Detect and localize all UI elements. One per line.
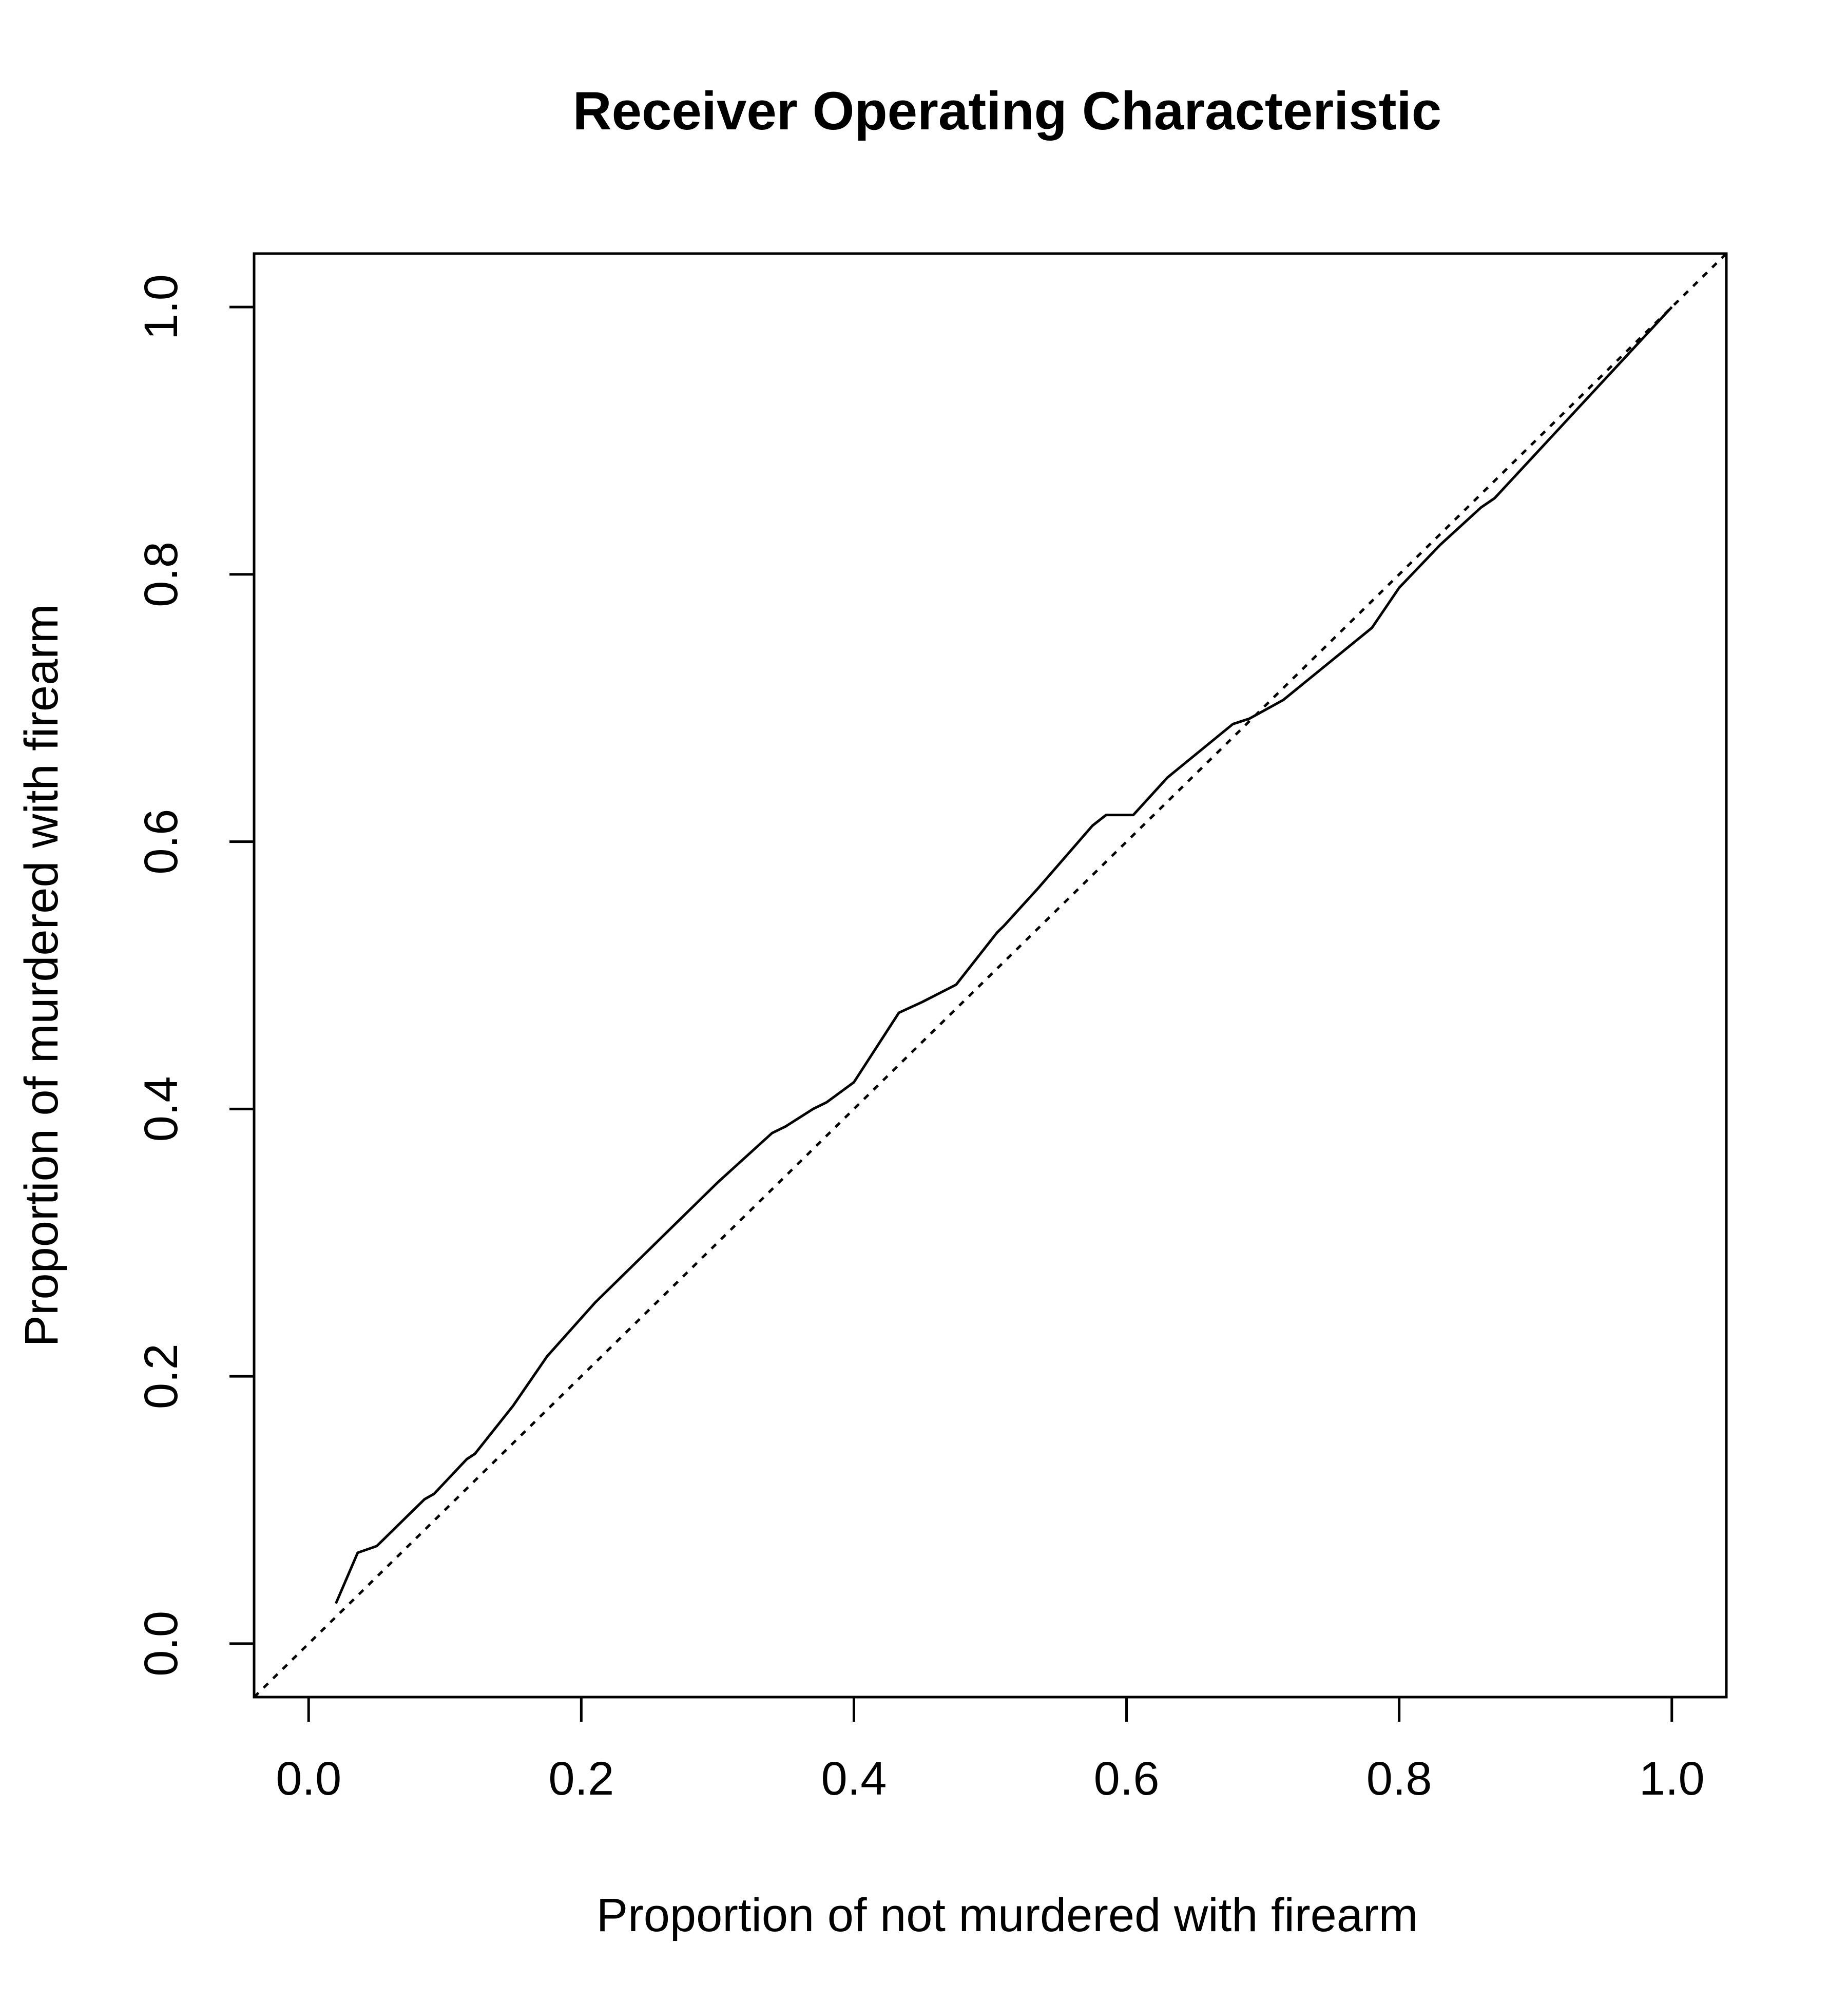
y-tick-label: 1.0 (135, 274, 187, 340)
x-tick-label: 0.2 (548, 1753, 614, 1805)
y-tick-label: 0.4 (135, 1076, 187, 1142)
x-tick-label: 0.4 (821, 1753, 887, 1805)
y-axis-label: Proportion of murdered with firearm (15, 604, 68, 1346)
x-tick-label: 0.6 (1094, 1753, 1160, 1805)
x-axis-label: Proportion of not murdered with firearm (596, 1889, 1418, 1941)
y-tick-label: 0.2 (135, 1343, 187, 1409)
chart-title: Receiver Operating Characteristic (573, 81, 1441, 141)
y-tick-label: 0.8 (135, 542, 187, 607)
y-axis-ticks: 0.0 0.2 0.4 0.6 0.8 1.0 (135, 274, 254, 1677)
y-tick-label: 0.6 (135, 809, 187, 875)
y-tick-label: 0.0 (135, 1611, 187, 1677)
x-tick-label: 1.0 (1639, 1753, 1705, 1805)
reference-diagonal-line (253, 253, 1727, 1698)
x-tick-label: 0.8 (1366, 1753, 1432, 1805)
x-axis-ticks: 0.0 0.2 0.4 0.6 0.8 1.0 (276, 1697, 1705, 1805)
x-tick-label: 0.0 (276, 1753, 341, 1805)
roc-curve-line (335, 306, 1673, 1604)
